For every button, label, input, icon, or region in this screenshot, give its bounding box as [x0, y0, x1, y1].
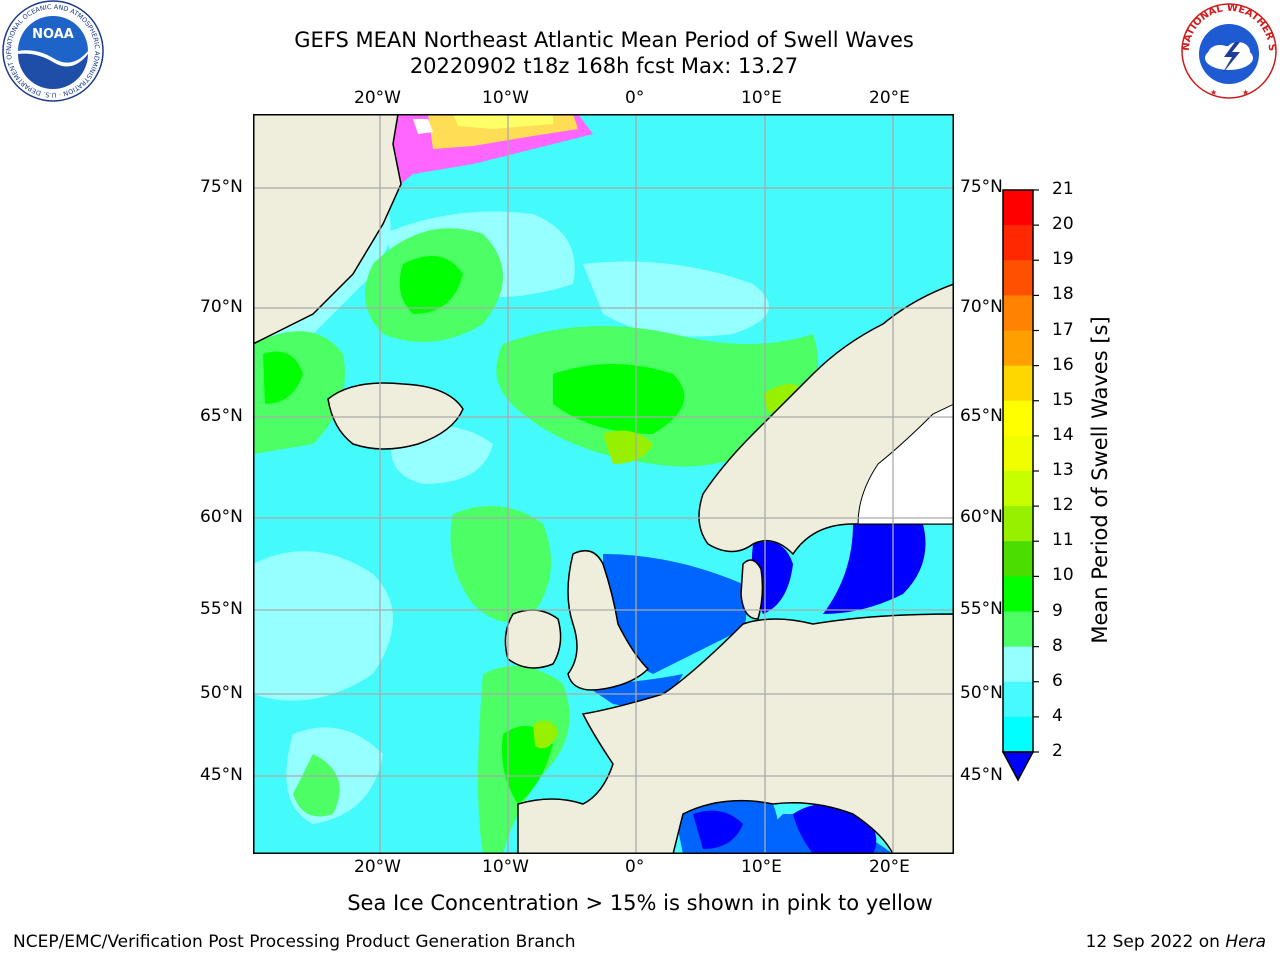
- nws-logo: NATIONAL WEATHER SERVICE ★ ★: [1176, 0, 1278, 100]
- lon-label-bottom: 0°: [625, 857, 645, 877]
- colorbar-segment: [1003, 295, 1033, 331]
- colorbar-segment: [1003, 681, 1033, 718]
- colorbar-label: Mean Period of Swell Waves [s]: [1088, 316, 1112, 644]
- colorbar-tick-label: 17: [1052, 319, 1074, 340]
- lon-label-bottom: 10°W: [482, 857, 529, 877]
- map-subtitle: 20220902 t18z 168h fcst Max: 13.27: [409, 54, 799, 78]
- colorbar-segment: [1003, 716, 1033, 753]
- svg-text:★: ★: [1242, 88, 1249, 97]
- sea-ice-note: Sea Ice Concentration > 15% is shown in …: [347, 891, 933, 915]
- colorbar-tick-label: 10: [1052, 565, 1074, 586]
- colorbar-segment: [1003, 260, 1033, 296]
- map-panel: [252, 113, 955, 904]
- colorbar-tick-label: 4: [1052, 705, 1063, 726]
- colorbar-segment: [1003, 330, 1033, 367]
- continental-europe: [517, 613, 955, 855]
- lat-label-right: 65°N: [960, 406, 1003, 426]
- lat-label-left: 70°N: [200, 297, 243, 317]
- lon-label-bottom: 20°W: [354, 857, 401, 877]
- colorbar-tick-label: 13: [1052, 460, 1074, 480]
- footer-date-text: 12 Sep 2022 on: [1085, 932, 1226, 952]
- colorbar-tick-label: 12: [1052, 495, 1074, 516]
- colorbar-segment: [1003, 365, 1033, 402]
- lat-label-right: 60°N: [960, 507, 1003, 527]
- colorbar-label-wrap: Mean Period of Swell Waves [s]: [1060, 316, 1140, 643]
- lon-label-bottom: 20°E: [869, 857, 910, 877]
- colorbar-segment: [1003, 506, 1033, 542]
- lon-label-bottom: 10°E: [741, 857, 782, 877]
- colorbar-tick-label: 19: [1052, 249, 1074, 270]
- lat-label-left: 65°N: [200, 406, 243, 426]
- ireland: [504, 609, 562, 669]
- colorbar-tick-label: 15: [1052, 389, 1074, 410]
- lat-label-right: 75°N: [960, 177, 1003, 197]
- colorbar-under-extension: [1001, 751, 1035, 782]
- noaa-logo: NATIONAL OCEANIC AND ATMOSPHERIC ADMINIS…: [0, 0, 104, 102]
- colorbar: [1000, 186, 1040, 786]
- colorbar-tick-label: 6: [1052, 670, 1063, 691]
- gulf-of-bothnia-nodata: [857, 403, 955, 525]
- iceland: [327, 382, 464, 450]
- colorbar-segment: [1003, 435, 1033, 472]
- lon-label-top: 0°: [625, 88, 645, 108]
- lat-label-left: 60°N: [200, 507, 243, 527]
- lat-label-left: 75°N: [200, 177, 243, 197]
- colorbar-tick-label: 21: [1052, 179, 1074, 199]
- lat-label-right: 45°N: [960, 765, 1003, 785]
- lon-label-top: 20°E: [869, 88, 910, 108]
- colorbar-segment: [1003, 471, 1033, 507]
- colorbar-tick-label: 14: [1052, 424, 1074, 445]
- colorbar-tick-label: 20: [1052, 214, 1074, 235]
- colorbar-segment: [1003, 646, 1033, 683]
- lat-label-left: 55°N: [200, 599, 243, 619]
- noaa-label: NOAA: [32, 27, 74, 42]
- lon-label-top: 10°E: [741, 88, 782, 108]
- lat-label-right: 55°N: [960, 599, 1003, 619]
- colorbar-tick-label: 18: [1052, 284, 1074, 305]
- lon-label-top: 20°W: [354, 88, 401, 108]
- sea-ice-zones: [393, 114, 593, 184]
- map-title: GEFS MEAN Northeast Atlantic Mean Period…: [294, 28, 914, 52]
- colorbar-segment: [1003, 576, 1033, 612]
- lat-label-left: 50°N: [200, 683, 243, 703]
- lat-label-left: 45°N: [200, 765, 243, 785]
- lat-label-right: 70°N: [960, 297, 1003, 317]
- footer-credit: NCEP/EMC/Verification Post Processing Pr…: [13, 932, 576, 952]
- colorbar-segment: [1003, 190, 1033, 226]
- colorbar-segment: [1003, 225, 1033, 261]
- graticule: [253, 114, 954, 854]
- colorbar-tick-label: 16: [1052, 354, 1074, 375]
- footer-machine: Hera: [1225, 932, 1266, 952]
- colorbar-segment: [1003, 541, 1033, 577]
- lon-label-top: 10°W: [482, 88, 529, 108]
- greenland: [252, 113, 402, 346]
- colorbar-graphic: [1001, 189, 1039, 782]
- footer-date: 12 Sep 2022 on Hera: [1086, 932, 1266, 952]
- svg-text:★: ★: [1210, 88, 1217, 97]
- map-frame: [253, 114, 954, 854]
- lat-label-right: 50°N: [960, 683, 1003, 703]
- colorbar-segment: [1003, 400, 1033, 437]
- swell-period-map: [252, 113, 955, 904]
- colorbar-tick-label: 2: [1052, 741, 1063, 761]
- colorbar-segment: [1003, 611, 1033, 648]
- colorbar-tick-label: 9: [1052, 600, 1063, 621]
- great-britain: [567, 549, 650, 691]
- colorbar-tick-label: 11: [1052, 530, 1074, 551]
- colorbar-tick-label: 8: [1052, 635, 1063, 656]
